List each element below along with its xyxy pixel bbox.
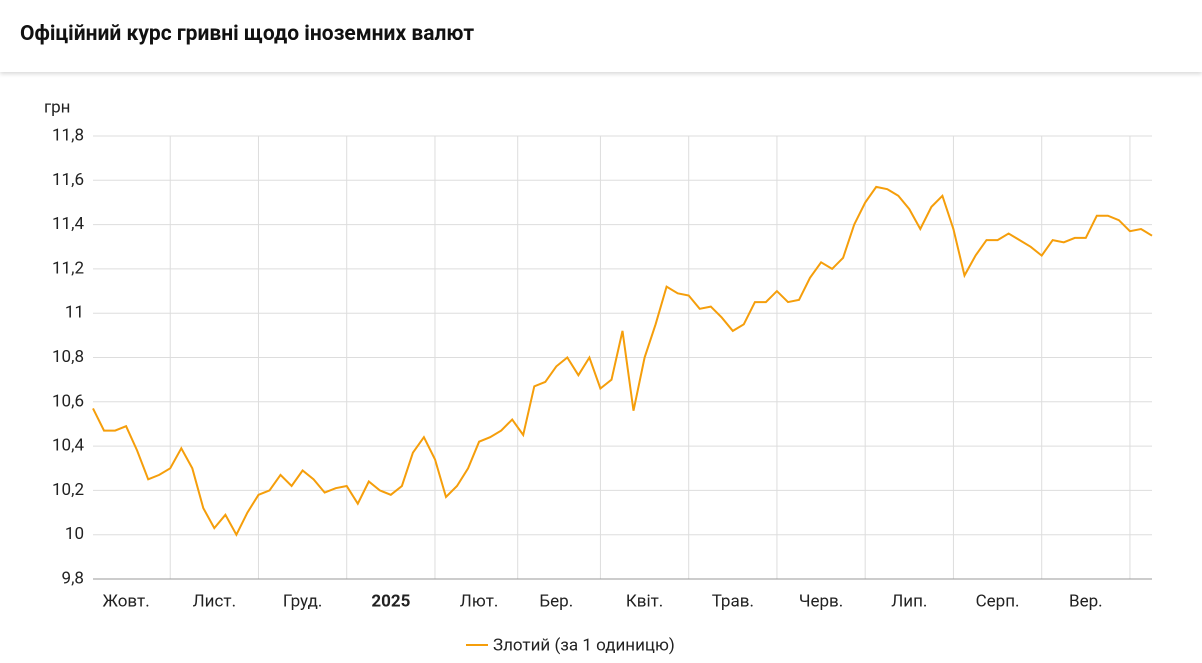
y-tick-label: 10 [65, 524, 84, 544]
y-axis-label: грн [44, 97, 71, 117]
x-tick-label: Вер. [1069, 591, 1103, 611]
x-tick-label: Бер. [539, 591, 573, 611]
y-tick-label: 10,4 [52, 436, 84, 456]
x-tick-label: Лют. [460, 591, 499, 611]
y-tick-label: 10,2 [52, 480, 84, 500]
y-tick-label: 11,8 [52, 125, 84, 145]
y-tick-label: 11 [65, 303, 84, 323]
x-tick-label: Жовт. [102, 591, 149, 611]
page-title: Офіційний курс гривні щодо іноземних вал… [20, 22, 475, 46]
x-tick-label: Квіт. [626, 591, 663, 611]
y-tick-label: 10,6 [52, 391, 84, 411]
x-tick-label: Черв. [799, 591, 843, 611]
header: Офіційний курс гривні щодо іноземних вал… [0, 0, 1202, 72]
x-tick-label: Лист. [193, 591, 236, 611]
y-tick-label: 11,4 [52, 214, 84, 234]
y-tick-label: 11,6 [52, 170, 84, 190]
data-line [92, 185, 1153, 537]
x-tick-label: Груд. [283, 591, 323, 611]
y-tick-label: 11,2 [52, 258, 84, 278]
y-tick-label: 10,8 [52, 347, 84, 367]
x-tick-label: 2025 [371, 591, 410, 611]
x-tick-label: Лип. [891, 591, 927, 611]
y-tick-label: 9,8 [62, 568, 84, 588]
legend-label: Злотий (за 1 одиницю) [493, 635, 675, 655]
x-tick-label: Серп. [976, 591, 1020, 611]
x-tick-label: Трав. [712, 591, 754, 611]
